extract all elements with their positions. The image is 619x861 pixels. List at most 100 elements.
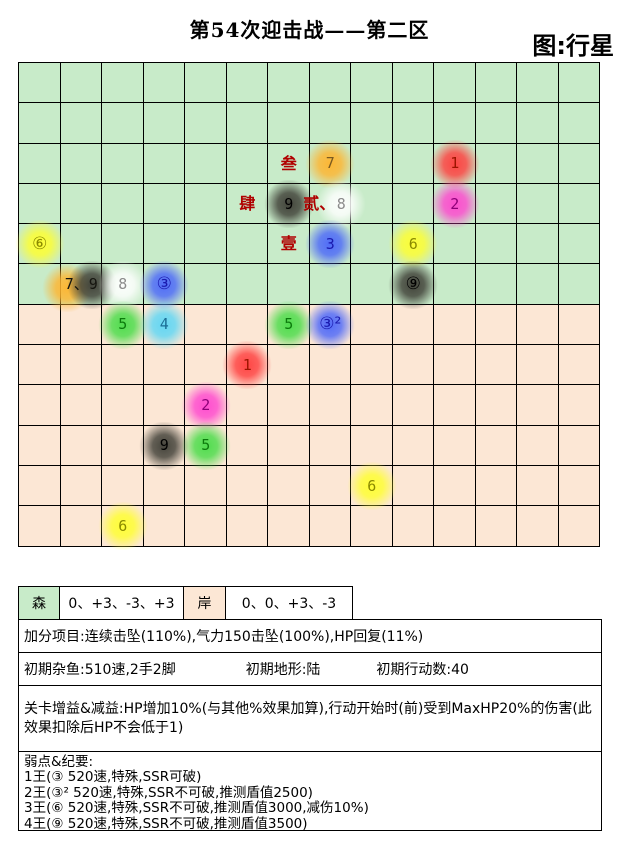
grid-cell	[517, 465, 559, 507]
grid-cell	[475, 506, 517, 547]
grid-cell	[226, 425, 268, 466]
grid-cell	[517, 143, 559, 184]
weak-point-line: 4王(⑨ 520速,特殊,SSR不可破,推测盾值3500)	[24, 815, 308, 832]
grid-cell	[392, 425, 434, 466]
grid-cell	[517, 63, 559, 104]
grid-cell	[19, 63, 61, 104]
grid-cell	[60, 345, 102, 386]
legend-terrain-key: 森	[19, 587, 60, 619]
map-credit-label: 图:行星	[532, 32, 614, 60]
grid-cell	[268, 465, 310, 507]
grid-cell	[226, 304, 268, 346]
grid-cell	[434, 345, 476, 386]
grid-cell	[309, 143, 351, 184]
grid-cell	[185, 264, 227, 305]
grid-cell	[517, 385, 559, 426]
grid-cell	[143, 304, 185, 346]
grid-cell	[434, 63, 476, 104]
grid-cell	[351, 345, 393, 386]
grid-cell	[558, 425, 600, 466]
grid-cell	[309, 63, 351, 104]
grid-cell	[392, 63, 434, 104]
grid-cell	[309, 385, 351, 426]
grid-cell	[226, 63, 268, 104]
grid-cell	[351, 465, 393, 507]
grid-cell	[351, 143, 393, 184]
grid-cell	[143, 385, 185, 426]
grid-cell	[268, 385, 310, 426]
stage-buff-box: 关卡增益&减益:HP增加10%(与其他%效果加算),行动开始时(前)受到MaxH…	[18, 685, 602, 752]
grid-cell	[558, 143, 600, 184]
grid-cell	[558, 465, 600, 507]
grid-cell	[19, 506, 61, 547]
grid-cell	[517, 345, 559, 386]
grid-cell	[268, 183, 310, 225]
grid-cell	[268, 143, 310, 184]
grid-cell	[60, 506, 102, 547]
grid-cell	[434, 465, 476, 507]
grid-cell	[143, 345, 185, 386]
grid-cell	[351, 506, 393, 547]
grid-cell	[60, 224, 102, 265]
grid-cell	[185, 385, 227, 426]
grid-cell	[102, 345, 144, 386]
grid-cell	[185, 224, 227, 265]
grid-cell	[392, 103, 434, 144]
grid-cell	[102, 465, 144, 507]
grid-cell	[309, 264, 351, 305]
grid-cell	[434, 304, 476, 346]
weak-point-line: 1王(③ 520速,特殊,SSR可破)	[24, 769, 202, 786]
grid-cell	[268, 425, 310, 466]
grid-cell	[517, 506, 559, 547]
grid-cell	[351, 224, 393, 265]
grid-cell	[226, 224, 268, 265]
grid-cell	[102, 224, 144, 265]
weak-point-line: 3王(⑥ 520速,特殊,SSR不可破,推测盾值3000,减伤10%)	[24, 800, 369, 817]
grid-cell	[392, 183, 434, 225]
grid-cell	[185, 63, 227, 104]
grid-cell	[19, 264, 61, 305]
grid-cell	[475, 143, 517, 184]
grid-cell	[309, 103, 351, 144]
grid-cell	[351, 103, 393, 144]
grid-cell	[60, 385, 102, 426]
grid-cell	[475, 183, 517, 225]
grid-cell	[19, 425, 61, 466]
grid-cell	[475, 345, 517, 386]
grid-cell	[351, 425, 393, 466]
grid-cell	[226, 465, 268, 507]
bonus-items-box: 加分项目:连续击坠(110%),气力150击坠(100%),HP回复(11%)	[18, 619, 602, 653]
grid-cell	[434, 103, 476, 144]
grid-cell	[226, 143, 268, 184]
grid-cell	[475, 304, 517, 346]
grid-cell	[268, 345, 310, 386]
grid-cell	[102, 183, 144, 225]
grid-cell	[143, 103, 185, 144]
grid-cell	[143, 465, 185, 507]
grid-cell	[226, 183, 268, 225]
grid-cell	[60, 264, 102, 305]
grid-cell	[392, 506, 434, 547]
grid-cell	[19, 304, 61, 346]
grid-cell	[102, 304, 144, 346]
grid-cell	[517, 103, 559, 144]
grid-cell	[268, 224, 310, 265]
grid-cell	[60, 63, 102, 104]
grid-cell	[475, 103, 517, 144]
grid-cell	[143, 183, 185, 225]
grid-cell	[475, 264, 517, 305]
grid-cell	[309, 304, 351, 346]
grid-cell	[558, 506, 600, 547]
grid-cell	[475, 385, 517, 426]
grid-cell	[226, 385, 268, 426]
grid-cell	[558, 385, 600, 426]
grid-cell	[309, 465, 351, 507]
grid-cell	[351, 63, 393, 104]
grid-cell	[60, 143, 102, 184]
grid-cell	[392, 143, 434, 184]
grid-cell	[558, 345, 600, 386]
grid-cell	[143, 143, 185, 184]
grid-cell	[60, 304, 102, 346]
grid-cell	[558, 304, 600, 346]
grid-cell	[19, 345, 61, 386]
